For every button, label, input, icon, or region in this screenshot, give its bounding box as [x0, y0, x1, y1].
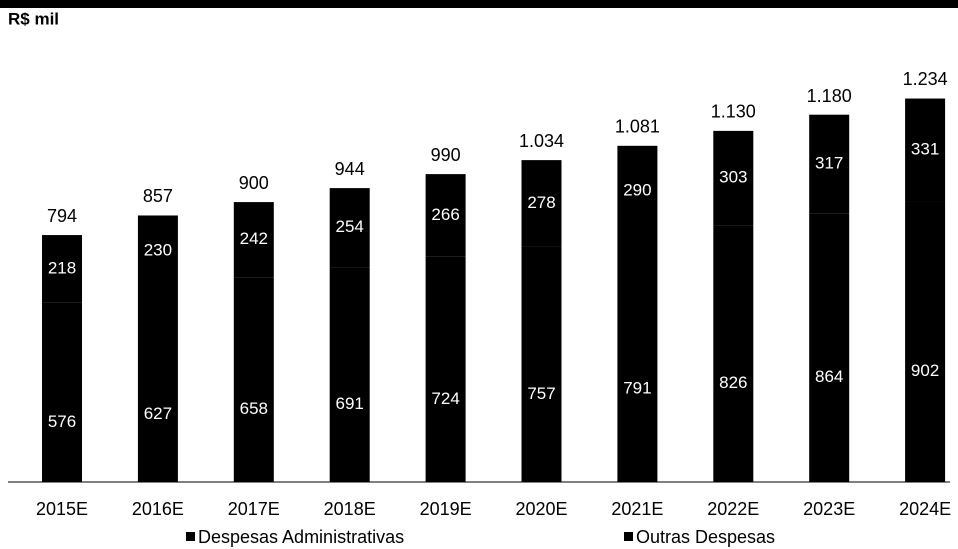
chart-title: R$ mil [8, 9, 59, 28]
bar-segment [233, 202, 274, 278]
legend-label: Outras Despesas [636, 527, 775, 547]
bar-segment [137, 287, 178, 482]
segment-label: 254 [336, 217, 364, 236]
total-label: 1.180 [807, 86, 852, 106]
segment-label: 757 [527, 384, 555, 403]
bar-segment [713, 130, 754, 226]
x-tick-label: 2022E [707, 499, 759, 519]
bar-segment [809, 114, 850, 214]
bar-segment [329, 267, 370, 482]
bar-segment [137, 215, 178, 288]
header-band [0, 0, 958, 8]
segment-label: 576 [48, 412, 76, 431]
total-label: 990 [431, 145, 461, 165]
segment-label: 317 [815, 153, 843, 172]
x-tick-label: 2019E [420, 499, 472, 519]
x-tick-label: 2024E [899, 499, 951, 519]
bar-segment [617, 145, 658, 236]
segment-label: 331 [911, 139, 939, 158]
x-tick-label: 2017E [228, 499, 280, 519]
total-label: 857 [143, 186, 173, 206]
legend-swatch [186, 532, 195, 541]
total-label: 1.034 [519, 131, 564, 151]
bar-segment [905, 201, 946, 482]
segment-label: 658 [240, 399, 268, 418]
bar-segment [329, 188, 370, 268]
bar-segment [905, 98, 946, 202]
bar-segment [42, 235, 82, 303]
bar-segment [425, 256, 466, 482]
segment-label: 278 [527, 193, 555, 212]
bar-segment [713, 225, 754, 482]
x-tick-label: 2016E [132, 499, 184, 519]
bar-segment [521, 160, 562, 247]
segment-label: 826 [719, 373, 747, 392]
x-tick-label: 2018E [324, 499, 376, 519]
segment-label: 902 [911, 361, 939, 380]
segment-label: 230 [144, 241, 172, 260]
x-tick-label: 2020E [515, 499, 567, 519]
segment-label: 242 [240, 229, 268, 248]
segment-label: 303 [719, 167, 747, 186]
segment-label: 290 [623, 180, 651, 199]
total-label: 1.130 [711, 101, 756, 121]
x-tick-label: 2023E [803, 499, 855, 519]
bar-segment [809, 213, 850, 482]
bar-segment [233, 277, 274, 482]
total-label: 1.234 [903, 69, 948, 89]
total-label: 794 [47, 206, 77, 226]
bar-segment [42, 302, 82, 482]
segment-label: 791 [623, 378, 651, 397]
bar-segment [617, 235, 658, 482]
segment-label: 691 [336, 394, 364, 413]
segment-label: 266 [431, 205, 459, 224]
segment-label: 724 [431, 389, 459, 408]
segment-label: 627 [144, 404, 172, 423]
total-label: 1.081 [615, 117, 660, 137]
x-tick-label: 2015E [36, 499, 88, 519]
total-label: 900 [239, 173, 269, 193]
total-label: 944 [335, 159, 365, 179]
legend-label: Despesas Administrativas [198, 527, 404, 547]
bar-segment [521, 246, 562, 482]
segment-label: 218 [48, 258, 76, 277]
legend-swatch [624, 532, 633, 541]
x-tick-label: 2021E [611, 499, 663, 519]
segment-label: 864 [815, 367, 843, 386]
bar-segment [425, 174, 466, 257]
